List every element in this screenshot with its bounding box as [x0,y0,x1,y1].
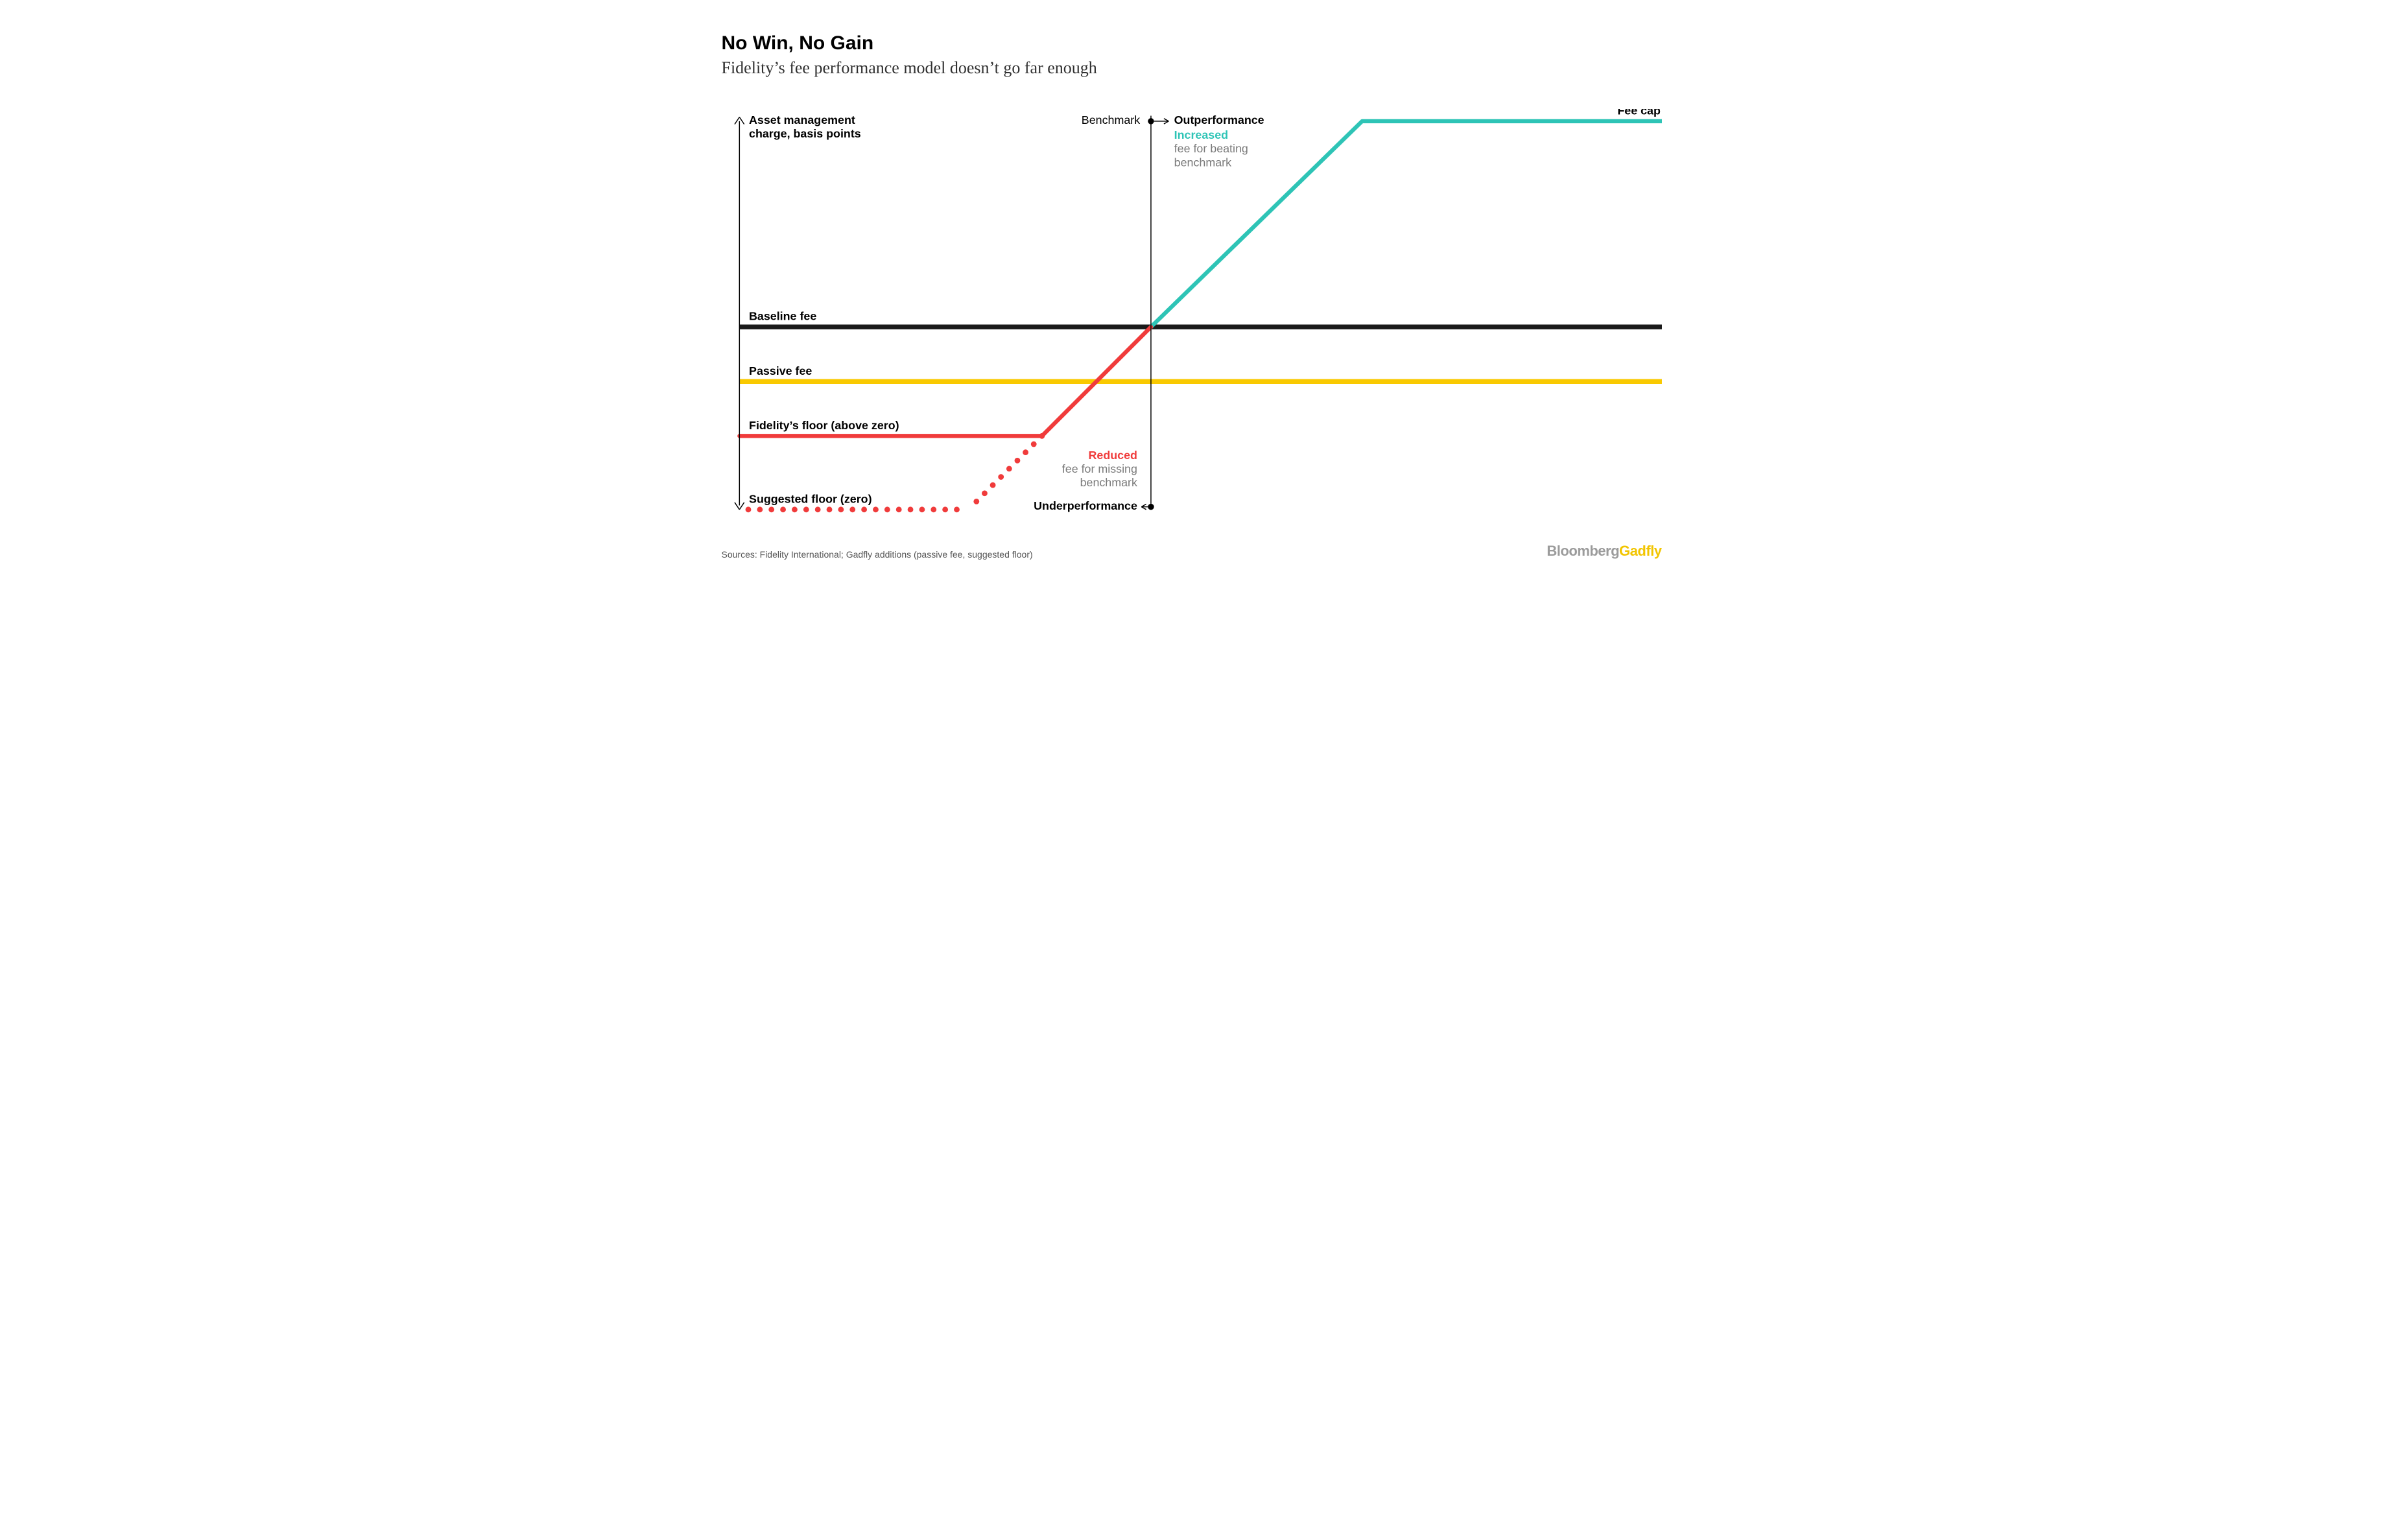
y-axis-label-2: charge, basis points [749,127,861,140]
fidelity-floor-label: Fidelity’s floor (above zero) [749,419,899,432]
baseline-fee-label: Baseline fee [749,310,816,323]
brand-gadfly: Gadfly [1619,543,1661,559]
sources-text: Sources: Fidelity International; Gadfly … [722,549,1033,560]
increased-label: Increased [1174,128,1227,141]
reduced-label-3: benchmark [1080,476,1137,489]
reduced-label-2: fee for missing [1061,462,1137,475]
brand-bloomberg: Bloomberg [1547,543,1619,559]
reduced-label: Reduced [1088,449,1137,462]
fee-cap-label: Fee cap [1617,109,1661,117]
y-axis-label: Asset management [749,113,855,126]
passive-fee-label: Passive fee [749,364,812,377]
suggested-floor-label: Suggested floor (zero) [749,492,872,505]
chart-plot-area: Asset managementcharge, basis points Benc… [722,109,1662,531]
benchmark-label: Benchmark [1081,113,1139,126]
underperformance-label: Underperformance [1034,499,1137,512]
fee-model-diagram: Asset managementcharge, basis points Benc… [722,109,1662,531]
chart-container: No Win, No Gain Fidelity’s fee performan… [722,32,1662,560]
chart-subtitle: Fidelity’s fee performance model doesn’t… [722,58,1662,78]
chart-title: No Win, No Gain [722,32,1662,54]
increased-label-2: fee for beating [1174,142,1248,155]
chart-footer: Sources: Fidelity International; Gadfly … [722,543,1662,560]
outperformance-label: Outperformance [1174,113,1264,126]
brand-logo: BloombergGadfly [1547,543,1661,560]
increased-label-3: benchmark [1174,156,1231,169]
benchmark-dot-top [1148,118,1154,124]
benchmark-dot-bottom [1148,504,1154,510]
